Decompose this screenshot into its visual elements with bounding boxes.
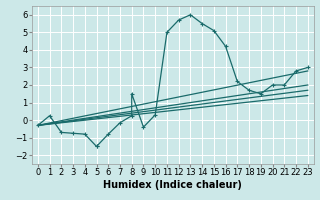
X-axis label: Humidex (Indice chaleur): Humidex (Indice chaleur)	[103, 180, 242, 190]
